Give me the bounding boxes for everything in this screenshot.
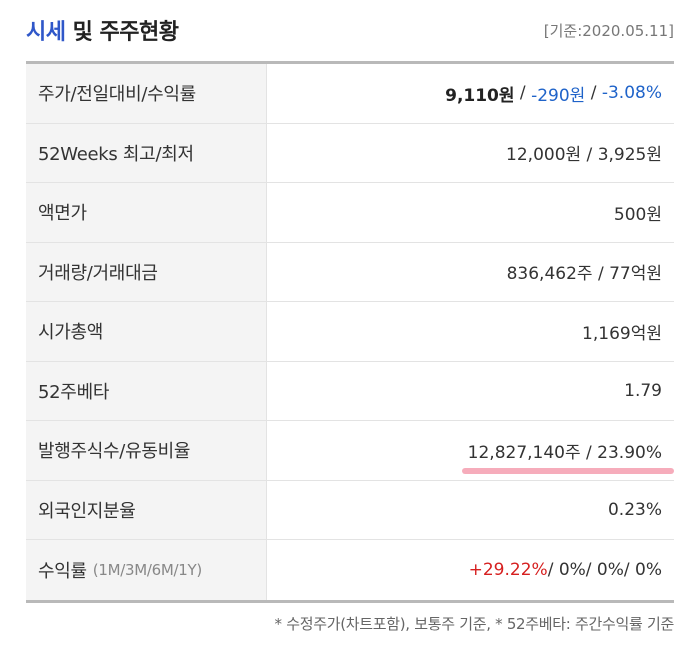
label-main: 수익률 [38,560,87,582]
row-value: 9,110원 / -290원 / -3.08% [267,64,674,123]
return-1m-value: +29.22% [468,559,548,580]
row-value: 1.79 [624,380,662,401]
row-value: 500원 [613,204,662,225]
shares-float-value: 12,827,140주 / 23.90% [467,442,662,463]
row-label: 주가/전일대비/수익률 [26,64,267,123]
row-value: 12,827,140주 / 23.90% [267,421,674,480]
title-rest: 및 주주현황 [65,20,179,45]
change-value: -290원 [531,85,586,106]
price-value: 9,110원 [445,85,515,106]
table-row: 수익률 (1M/3M/6M/1Y) +29.22%/ 0%/ 0%/ 0% [26,540,674,600]
row-value: 0.23% [607,499,662,520]
label-sub: (1M/3M/6M/1Y) [92,560,202,579]
row-value: 12,000원 / 3,925원 [506,145,662,166]
change-rate-value: -3.08% [601,83,662,104]
table-row: 52주베타 1.79 [26,361,674,421]
reference-date: [기준:2020.05.11] [543,21,674,40]
row-label: 52주베타 [26,361,267,420]
separator: / [585,83,602,104]
row-value: +29.22%/ 0%/ 0%/ 0% [267,540,674,600]
stock-info-table: 주가/전일대비/수익률 9,110원 / -290원 / -3.08% 52We… [26,61,674,603]
row-value: 836,462주 / 77억원 [506,264,662,285]
section-header: 시세 및 주주현황 [기준:2020.05.11] [26,12,674,48]
row-label: 52Weeks 최고/최저 [26,123,267,182]
row-label: 외국인지분율 [26,480,267,539]
separator: / [514,83,532,104]
table-row: 외국인지분율 0.23% [26,480,674,540]
table-row: 액면가 500원 [26,183,674,243]
highlight-underline [462,467,674,474]
row-label: 발행주식수/유동비율 [26,421,267,480]
table-row: 발행주식수/유동비율 12,827,140주 / 23.90% [26,421,674,481]
table-row: 52Weeks 최고/최저 12,000원 / 3,925원 [26,123,674,183]
row-value: 1,169억원 [582,323,662,344]
row-label: 수익률 (1M/3M/6M/1Y) [26,540,267,600]
return-rest-value: / 0%/ 0%/ 0% [547,559,662,580]
table-row: 거래량/거래대금 836,462주 / 77억원 [26,242,674,302]
row-label: 거래량/거래대금 [26,242,267,301]
title-accent: 시세 [26,20,66,45]
table-row: 주가/전일대비/수익률 9,110원 / -290원 / -3.08% [26,64,674,124]
section-title: 시세 및 주주현황 [26,14,179,46]
footnote: * 수정주가(차트포함), 보통주 기준, * 52주베타: 주간수익률 기준 [274,615,675,633]
table-row: 시가총액 1,169억원 [26,302,674,362]
row-label: 시가총액 [26,302,267,361]
row-label: 액면가 [26,183,267,242]
